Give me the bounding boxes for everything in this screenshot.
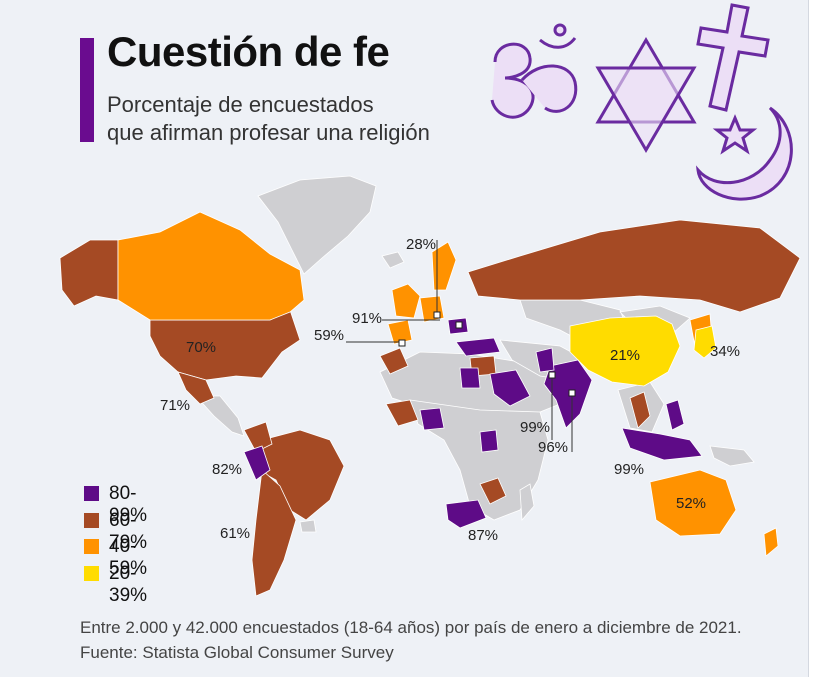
usa <box>149 309 301 381</box>
page-title: Cuestión de fe <box>107 28 390 75</box>
label-china: 21% <box>610 347 640 364</box>
peru <box>243 445 271 481</box>
philippines <box>665 399 685 431</box>
label-india: 99% <box>520 419 550 436</box>
alaska <box>59 239 119 307</box>
uk-france <box>391 283 421 319</box>
australia <box>649 469 737 537</box>
label-peru: 82% <box>212 461 242 478</box>
label-france: 91% <box>352 310 382 327</box>
label-india-2: 96% <box>538 439 568 456</box>
kenya <box>479 429 499 453</box>
leader-lines <box>346 240 573 452</box>
label-south-africa: 87% <box>468 527 498 544</box>
sweden <box>431 241 457 291</box>
label-argentina: 61% <box>220 525 250 542</box>
india <box>543 359 593 429</box>
russia <box>467 219 801 313</box>
om-icon <box>490 23 578 119</box>
iceland <box>381 251 405 269</box>
legend-label: 40-59% <box>109 536 148 579</box>
label-spain: 59% <box>314 327 344 344</box>
cross-icon <box>696 3 770 112</box>
nigeria <box>419 407 445 431</box>
legend-swatch <box>84 565 99 581</box>
colombia <box>243 421 273 453</box>
label-japan: 34% <box>710 343 740 360</box>
southern-cone <box>251 469 297 597</box>
label-mexico: 71% <box>160 397 190 414</box>
uruguay <box>299 519 317 533</box>
legend-swatch <box>84 512 99 528</box>
west-africa <box>385 399 419 427</box>
brown-countries <box>59 219 801 597</box>
legend-label: 60-79% <box>109 509 148 553</box>
legend-label: 80-99% <box>109 483 148 526</box>
legend-swatch <box>84 539 99 554</box>
vietnam-thailand <box>629 391 651 429</box>
purple-countries <box>243 317 703 529</box>
southern-africa <box>479 477 507 505</box>
indonesia <box>621 427 703 461</box>
source-note: Fuente: Statista Global Consumer Survey <box>80 643 394 662</box>
china <box>569 315 681 387</box>
spain-other <box>379 347 409 375</box>
label-australia: 52% <box>676 495 706 512</box>
new-zealand <box>763 527 779 557</box>
subtitle-line-2: que afirman profesar una religión <box>107 120 430 145</box>
central-america <box>195 395 245 437</box>
legend-swatch <box>84 486 99 501</box>
japan <box>693 325 717 359</box>
greenland <box>257 175 377 275</box>
leader-markers <box>398 311 576 397</box>
spain <box>387 319 413 345</box>
turkey <box>455 337 501 357</box>
label-sweden: 28% <box>406 236 436 253</box>
title-accent-bar <box>80 38 94 142</box>
legend-label: 20-39% <box>109 562 148 606</box>
pakistan <box>535 347 555 373</box>
subtitle-line-1: Porcentaje de encuestados <box>107 92 374 117</box>
crescent-star-icon <box>696 106 793 201</box>
papua <box>709 445 755 467</box>
label-indonesia: 99% <box>614 461 644 478</box>
value-labels: 70% 71% 82% 61% 59% 91% 28% 21% 34% 99% … <box>160 236 740 544</box>
saudi-arabia <box>489 369 531 407</box>
madagascar <box>519 483 535 522</box>
algeria-morocco <box>459 367 481 389</box>
south-africa <box>445 499 487 529</box>
star-of-david-icon <box>595 37 697 153</box>
survey-note: Entre 2.000 y 42.000 encuestados (18-64 … <box>80 618 742 637</box>
central-africa <box>409 399 549 521</box>
canada <box>117 211 305 321</box>
mexico-area <box>177 371 215 405</box>
label-usa: 70% <box>186 339 216 356</box>
yellow-countries <box>569 315 717 387</box>
